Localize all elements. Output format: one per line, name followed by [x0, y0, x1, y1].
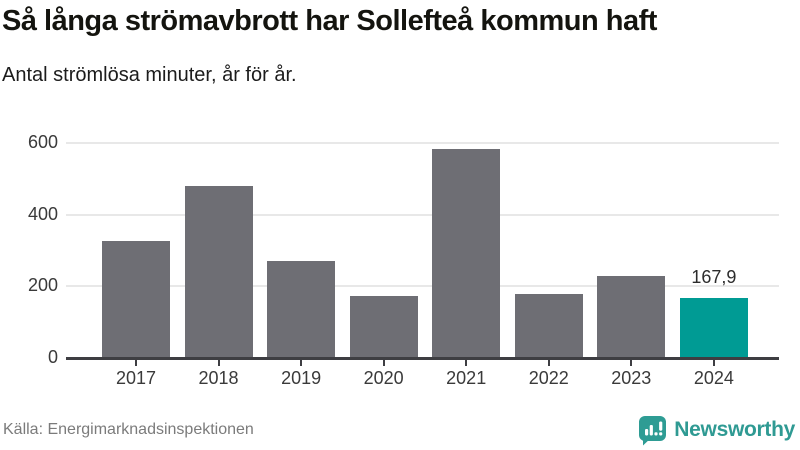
x-axis-label-2017: 2017 [115, 368, 157, 388]
bar-2024 [679, 297, 748, 358]
x-axis-label-2018: 2018 [198, 368, 239, 388]
chart-subtitle: Antal strömlösa minuter, år för år. [2, 64, 297, 86]
bar-2018 [184, 185, 253, 358]
x-axis-label-2020: 2020 [363, 368, 404, 388]
y-axis-label-600: 600 [27, 132, 58, 152]
x-axis-label-2019: 2019 [281, 368, 322, 388]
x-axis-label-2022: 2022 [528, 368, 569, 388]
bar-2020 [349, 296, 418, 358]
newsworthy-logo: Newsworthy [637, 414, 795, 446]
gridline-400 [66, 213, 779, 216]
chart-title: Så långa strömavbrott har Sollefteå komm… [2, 5, 657, 37]
newsworthy-wordmark: Newsworthy [674, 418, 795, 441]
y-axis-label-0: 0 [47, 347, 58, 367]
gridline-600 [66, 142, 779, 144]
newsworthy-chart-bubble-icon [637, 414, 668, 446]
x-axis-tick-2017 [135, 360, 137, 366]
x-axis-tick-2024 [712, 360, 715, 366]
x-axis-tick-2022 [547, 360, 550, 366]
chart-footer: Källa: Energimarknadsinspektionen Newswo… [3, 413, 795, 447]
gridline-200 [66, 285, 779, 288]
x-axis-tick-2019 [300, 360, 303, 366]
bar-2023 [597, 276, 666, 358]
x-axis-tick-2018 [217, 360, 220, 366]
x-axis-baseline [66, 357, 779, 360]
x-axis-tick-2023 [630, 360, 633, 366]
y-axis-label-200: 200 [27, 275, 58, 296]
x-axis-tick-2021 [465, 360, 468, 366]
bar-2022 [514, 293, 583, 358]
bar-2017 [102, 240, 170, 358]
x-axis-label-2021: 2021 [446, 368, 487, 388]
x-axis-label-2024: 2024 [693, 368, 734, 388]
x-axis-tick-2020 [382, 360, 385, 366]
y-axis-label-400: 400 [27, 203, 58, 224]
bar-2021 [432, 149, 501, 358]
value-label-2024: 167,9 [691, 266, 737, 287]
x-axis-label-2023: 2023 [611, 368, 652, 388]
bar-2019 [267, 260, 336, 358]
source-label: Källa: Energimarknadsinspektionen [3, 421, 254, 438]
